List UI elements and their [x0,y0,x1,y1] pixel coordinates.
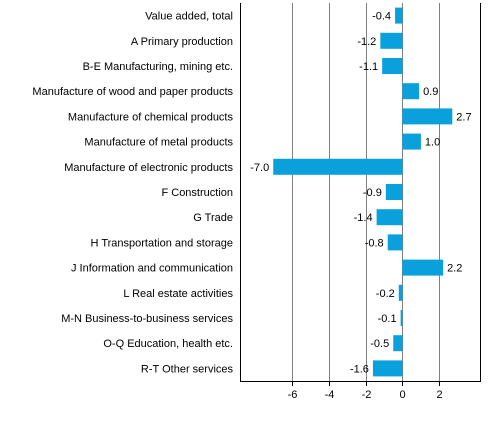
category-label: G Trade [193,212,233,224]
category-label: Manufacture of electronic products [64,162,233,174]
bar [380,32,403,49]
category-label: F Construction [161,187,233,199]
bar-value-label: -0.5 [370,338,389,350]
category-label: L Real estate activities [123,288,233,300]
x-tick-label: 2 [436,389,442,401]
bar-value-label: -1.4 [354,212,373,224]
bar [402,259,444,276]
category-label: R-T Other services [141,363,234,375]
bar [385,184,403,200]
bar-value-label: 2.7 [456,111,471,123]
bar-value-label: -0.4 [372,11,391,23]
bar-value-label: -0.1 [378,313,397,325]
category-label: M-N Business-to-business services [61,313,233,325]
label-layer: -0.4 Value added, total -1.2 A Primary prod… [32,11,471,376]
bar-value-label: -7.0 [250,162,269,174]
bar-value-label: 0.9 [423,86,438,98]
category-label: Value added, total [145,11,233,23]
category-label: J Information and communication [71,263,233,275]
bar [372,360,403,377]
bar-value-label: -0.2 [376,288,395,300]
grid-layer [292,3,440,381]
x-tick-label: -2 [362,389,372,401]
category-label: Manufacture of wood and paper products [32,86,233,98]
category-label: Manufacture of chemical products [68,111,234,123]
bar-value-label: 2.2 [447,263,462,275]
x-tick-label: -4 [325,389,335,401]
x-tick-label: 0 [399,389,405,401]
bar-value-label: -1.2 [357,36,376,48]
bar-value-label: 1.0 [425,137,440,149]
category-label: A Primary production [131,36,233,48]
bar [402,108,453,125]
bar [382,58,403,74]
bar-value-label: -1.6 [350,363,369,375]
bar-value-label: -0.9 [363,187,382,199]
category-label: Manufacture of metal products [84,137,233,149]
bar-value-label: -1.1 [359,61,378,73]
bar [387,234,403,251]
bar [376,209,403,226]
bar [402,83,420,100]
category-label: H Transportation and storage [91,237,233,249]
bar [398,284,403,301]
bar [273,158,403,175]
category-label: B-E Manufacturing, mining etc. [83,61,233,73]
bar [393,335,403,352]
bar [402,133,421,150]
category-label: O-Q Education, health etc. [103,338,233,350]
bar [395,7,403,24]
bar [400,310,403,326]
axis-layer: -6 -4 -2 0 2 [240,3,481,401]
bar-layer [273,7,453,377]
bar-value-label: -0.8 [365,237,384,249]
x-tick-label: -6 [288,389,298,401]
